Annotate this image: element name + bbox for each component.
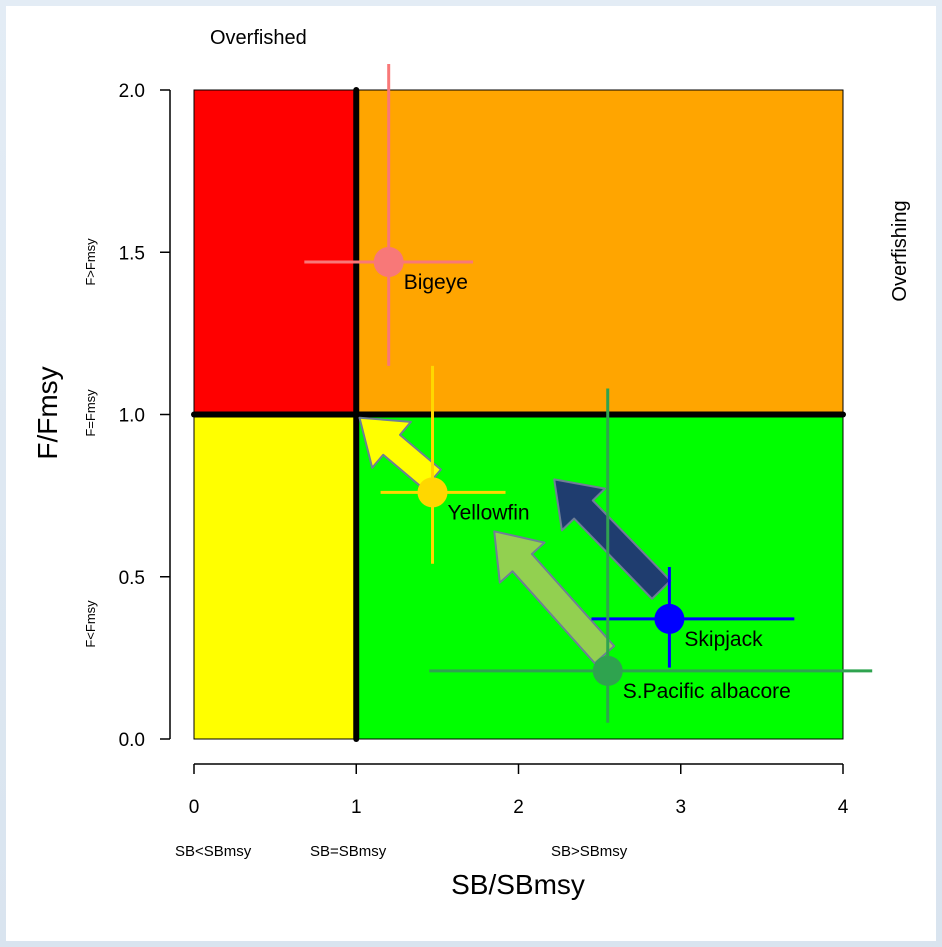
arrow-yellowfin-trend [358,416,442,491]
x-tick-label: 4 [838,797,849,818]
point-bigeye [373,246,404,277]
y-tick-label: 1.0 [119,406,145,427]
quadrant-layer [193,89,844,740]
x-tick-label: 0 [189,797,200,818]
y-zone-label-above: F>Fmsy [83,238,98,286]
label-bigeye: Bigeye [404,271,468,294]
y-tick-label: 0.0 [119,730,145,751]
y-zone-label-below: F<Fmsy [83,600,98,648]
point-skipjack [654,603,685,634]
y-zone-label-equal: F=Fmsy [83,389,98,437]
y-tick-label: 0.5 [119,568,145,589]
label-yellowfin: Yellowfin [448,501,530,524]
y-tick-label: 2.0 [119,81,145,102]
quadrant-overfished-overfishing [194,90,357,415]
x-tick-label: 1 [351,797,362,818]
arrow-skipjack-trend [553,478,672,600]
label-s-pacific-albacore: S.Pacific albacore [623,680,791,703]
axes: 0.0 0.5 1.0 1.5 2.0 0 1 2 3 4 [119,81,849,818]
corner-label-top: Overfished [210,27,307,49]
reference-lines [191,87,846,742]
x-zone-label-above: SB>SBmsy [551,843,628,860]
y-tick-label: 1.5 [119,243,145,264]
point-yellowfin [417,477,448,508]
trend-arrows [358,416,672,665]
x-zone-label-below: SB<SBmsy [175,843,252,860]
stock-points: Bigeye Yellowfin Skipjack S.Pacific albacor… [304,64,873,723]
label-skipjack: Skipjack [684,628,763,651]
arrow-albacore-trend [493,530,616,665]
x-axis-title: SB/SBmsy [451,869,585,900]
corner-label-right: Overfishing [889,200,911,301]
quadrant-overfished [194,414,357,739]
quadrant-overfishing [356,90,843,415]
x-tick-label: 2 [513,797,524,818]
x-zone-label-equal: SB=SBmsy [310,843,387,860]
y-axis-title: F/Fmsy [32,366,63,459]
point-s-pacific-albacore [592,655,623,686]
x-tick-label: 3 [675,797,686,818]
